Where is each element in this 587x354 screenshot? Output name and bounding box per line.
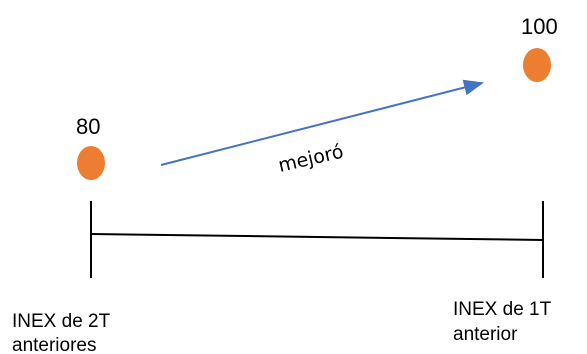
improvement-arrow <box>160 79 484 166</box>
timeline-line <box>90 233 544 241</box>
left-tick-label-line1: INEX de 2T <box>12 311 111 332</box>
left-tick-label: INEX de 2T anteriores <box>12 311 115 354</box>
right-tick-label-line2: anterior <box>453 324 518 345</box>
left-value-label: 80 <box>76 114 100 139</box>
right-value-label: 100 <box>521 14 558 39</box>
right-tick-label: INEX de 1T anterior <box>453 299 556 345</box>
arrow-label: mejoró <box>276 141 345 177</box>
left-dot <box>77 146 105 180</box>
left-tick-label-line2: anteriores <box>12 335 97 354</box>
right-dot <box>523 48 551 82</box>
right-tick-label-line1: INEX de 1T <box>453 299 552 320</box>
